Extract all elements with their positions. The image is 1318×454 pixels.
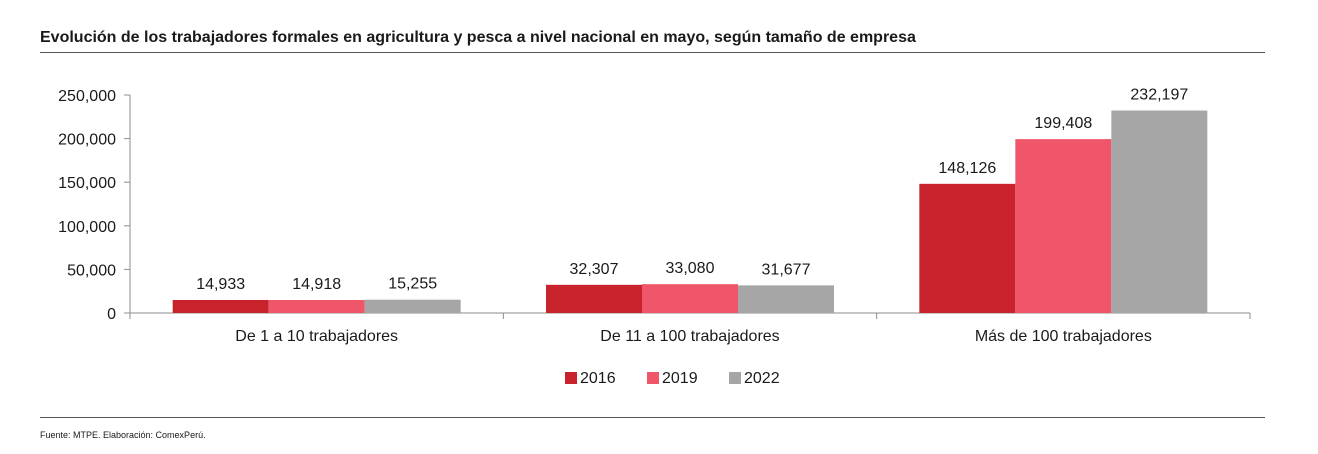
data-label: 14,918 bbox=[292, 276, 341, 293]
source-note: Fuente: MTPE. Elaboración: ComexPerú. bbox=[40, 430, 206, 440]
bar bbox=[1111, 111, 1207, 313]
x-tick-label: Más de 100 trabajadores bbox=[975, 328, 1152, 345]
data-label: 33,080 bbox=[666, 260, 715, 277]
bar bbox=[738, 285, 834, 313]
y-tick-label: 150,000 bbox=[58, 175, 116, 192]
bar bbox=[919, 184, 1015, 313]
legend-swatch bbox=[729, 372, 741, 384]
bar bbox=[365, 300, 461, 313]
bar bbox=[546, 285, 642, 313]
y-axis: 0 50,000 100,000 150,000 200,000 250,000 bbox=[58, 88, 130, 323]
x-axis: De 1 a 10 trabajadores De 11 a 100 trabaj… bbox=[130, 313, 1250, 345]
bar bbox=[1015, 139, 1111, 313]
bar bbox=[269, 300, 365, 313]
data-label: 199,408 bbox=[1034, 115, 1092, 132]
data-label: 31,677 bbox=[762, 261, 811, 278]
footer-divider bbox=[40, 417, 1265, 418]
legend-swatch bbox=[565, 372, 577, 384]
y-tick-label: 200,000 bbox=[58, 132, 116, 149]
y-tick-label: 50,000 bbox=[67, 262, 116, 279]
y-tick-label: 0 bbox=[107, 306, 116, 323]
legend-swatch bbox=[647, 372, 659, 384]
y-tick-label: 100,000 bbox=[58, 219, 116, 236]
legend-label: 2016 bbox=[580, 370, 616, 387]
y-tick-label: 250,000 bbox=[58, 88, 116, 105]
legend-label: 2019 bbox=[662, 370, 698, 387]
data-label: 32,307 bbox=[570, 261, 619, 278]
x-tick-label: De 1 a 10 trabajadores bbox=[235, 328, 398, 345]
legend: 2016 2019 2022 bbox=[565, 370, 780, 387]
legend-label: 2022 bbox=[744, 370, 780, 387]
bar-chart: 0 50,000 100,000 150,000 200,000 250,000 De 1… bbox=[0, 0, 1318, 410]
data-label: 14,933 bbox=[196, 276, 245, 293]
data-label: 148,126 bbox=[938, 160, 996, 177]
data-label: 232,197 bbox=[1130, 87, 1188, 104]
bar bbox=[173, 300, 269, 313]
x-tick-label: De 11 a 100 trabajadores bbox=[600, 328, 779, 345]
bar bbox=[642, 284, 738, 313]
data-label: 15,255 bbox=[388, 276, 437, 293]
